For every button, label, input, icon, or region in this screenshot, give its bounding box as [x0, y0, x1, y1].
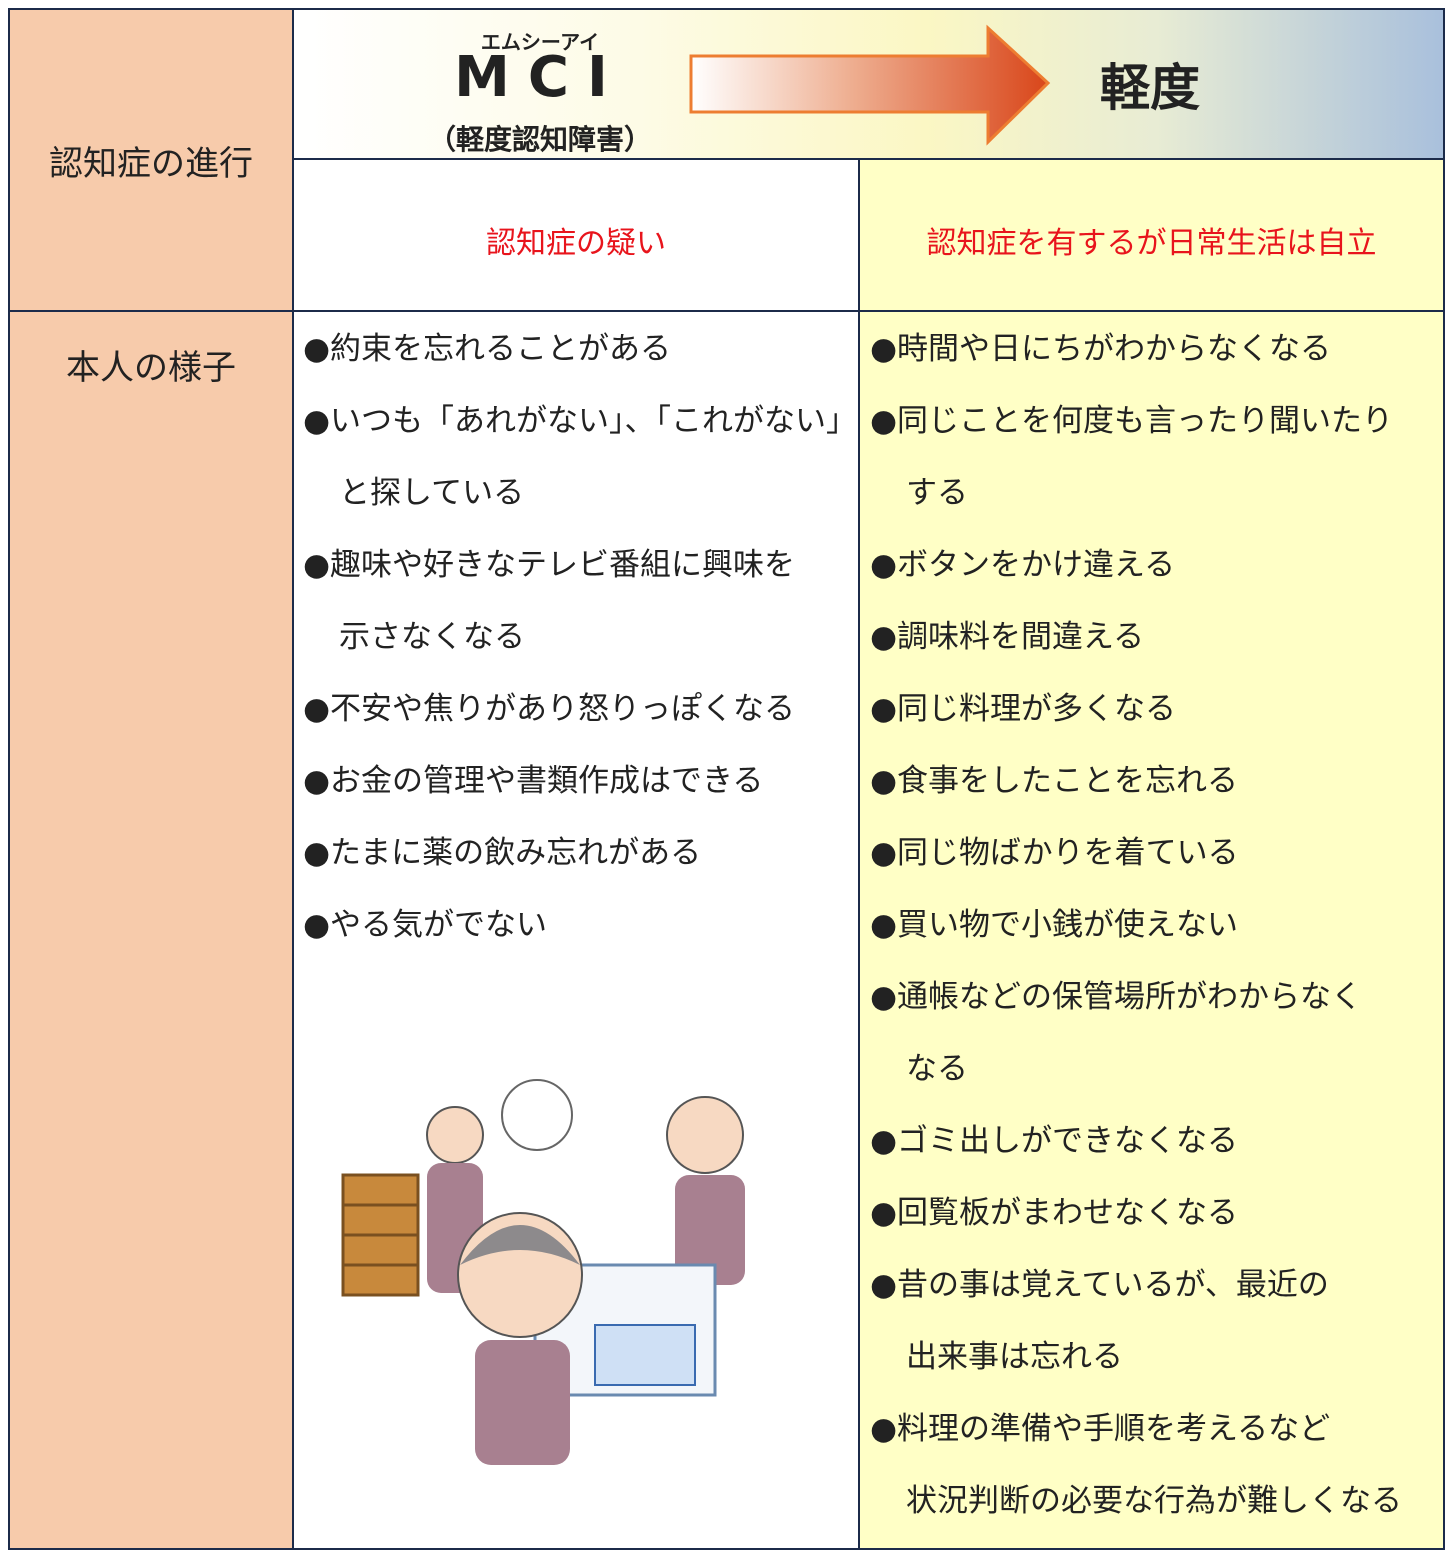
mci-subtitle: （軽度認知障害）: [427, 123, 652, 156]
list-item-line: ●ゴミ出しができなくなる: [870, 1123, 1239, 1159]
list-item-line: なる: [906, 1051, 968, 1087]
progression-label: 認知症の進行: [49, 144, 253, 184]
list-item-line: ●ボタンをかけ違える: [870, 547, 1176, 583]
mci-desc-cell: [292, 158, 860, 312]
mild-items-cell: [858, 310, 1445, 1550]
list-item-line: ●同じことを何度も言ったり聞いたり: [870, 403, 1394, 439]
mild-items: ●時間や日にちがわからなくなる ●同じことを何度も言ったり聞いたりする ●ボタンをか…: [870, 313, 1402, 1537]
list-item-line: ●食事をしたことを忘れる: [870, 763, 1239, 799]
list-item-line: ●不安や焦りがあり怒りっぽくなる: [303, 691, 796, 727]
arrow: [689, 24, 1051, 146]
list-item-line: ●いつも「あれがない」、「これがない」: [303, 403, 858, 439]
list-item-line: 出来事は忘れる: [906, 1339, 1123, 1375]
illustration: [341, 1079, 745, 1465]
list-item-line: ●趣味や好きなテレビ番組に興味を: [303, 547, 796, 583]
list-item-line: ●お金の管理や書類作成はできる: [303, 763, 764, 799]
mild-desc: 認知症を有するが日常生活は自立: [926, 226, 1377, 261]
list-item-line: する: [906, 475, 968, 511]
list-item-line: 状況判断の必要な行為が難しくなる: [906, 1483, 1402, 1519]
list-item-line: と探している: [339, 475, 525, 511]
mci-items: ●約束を忘れることがある ●いつも「あれがない」、「これがない」と探している ●趣味…: [303, 313, 857, 961]
list-item-line: ●料理の準備や手順を考えるなど: [870, 1411, 1331, 1447]
state-label: 本人の様子: [66, 348, 236, 388]
list-item-line: 示さなくなる: [339, 619, 525, 655]
mild-title: 軽度: [1100, 59, 1200, 117]
mci-ruby: エムシーアイ: [480, 30, 600, 54]
mci-title: MCI: [454, 45, 626, 110]
list-item-line: ●たまに薬の飲み忘れがある: [303, 835, 702, 871]
list-item-line: ●昔の事は覚えているが、最近の: [870, 1267, 1329, 1303]
mci-desc: 認知症の疑い: [486, 226, 666, 261]
list-item-line: ●時間や日にちがわからなくなる: [870, 331, 1332, 367]
list-item-line: ●回覧板がまわせなくなる: [870, 1195, 1239, 1231]
list-item-line: ●やる気がでない: [303, 907, 548, 943]
list-item-line: ●約束を忘れることがある: [303, 331, 672, 367]
list-item-line: ●同じ料理が多くなる: [870, 691, 1177, 727]
list-item-line: ●調味料を間違える: [870, 619, 1145, 655]
list-item-line: ●買い物で小銭が使えない: [870, 907, 1239, 943]
state-cell: [8, 310, 294, 1550]
arrow-shape: [689, 24, 1051, 146]
mci-items-cell: [292, 310, 860, 1550]
list-item-line: ●同じ物ばかりを着ている: [870, 835, 1239, 871]
mild-desc-cell: [858, 158, 1445, 312]
progression-cell: [8, 8, 294, 312]
list-item-line: ●通帳などの保管場所がわからなく: [870, 979, 1363, 1015]
